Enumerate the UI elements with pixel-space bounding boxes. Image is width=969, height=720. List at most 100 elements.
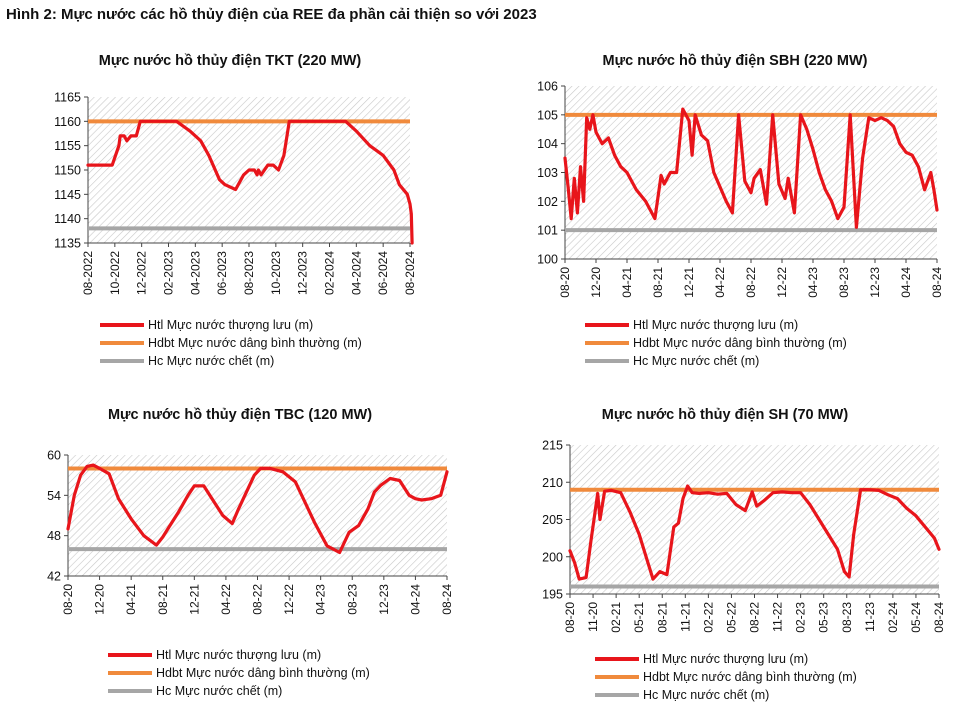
x-tick-label: 04-22 [713, 267, 727, 298]
x-tick-label: 05-23 [817, 602, 831, 633]
y-tick-label: 1145 [54, 188, 81, 202]
x-tick-label: 11-20 [586, 602, 600, 632]
legend-swatch-hdbt [108, 671, 152, 675]
x-tick-label: 08-22 [744, 267, 758, 298]
legend-swatch-hdbt [585, 341, 629, 345]
x-tick-label: 11-21 [678, 602, 692, 632]
plot-area-tbc [68, 455, 447, 576]
x-tick-label: 08-2023 [242, 251, 256, 295]
legend-swatch-hc [108, 689, 152, 693]
y-tick-label: 1155 [54, 139, 81, 153]
legend-swatch-hdbt [100, 341, 144, 345]
x-tick-label: 04-22 [219, 584, 233, 615]
legend-tkt: Htl Mực nước thượng lưu (m) Hdbt Mực nướ… [100, 316, 362, 370]
plot-area-sh [570, 445, 939, 594]
x-tick-label: 12-20 [589, 267, 603, 298]
x-tick-label: 02-21 [609, 602, 623, 633]
legend-label-htl: Htl Mực nước thượng lưu (m) [148, 318, 314, 332]
legend-swatch-hc [595, 693, 639, 697]
y-tick-label: 48 [47, 529, 61, 543]
x-tick-label: 10-2022 [108, 251, 122, 295]
legend-swatch-htl [100, 323, 144, 327]
x-tick-label: 12-23 [377, 584, 391, 615]
x-tick-label: 02-22 [701, 602, 715, 633]
legend-tbc: Htl Mực nước thượng lưu (m) Hdbt Mực nướ… [108, 646, 370, 700]
x-tick-label: 12-23 [868, 267, 882, 298]
x-tick-label: 10-2023 [269, 251, 283, 295]
legend-swatch-htl [585, 323, 629, 327]
x-tick-label: 08-24 [932, 602, 946, 633]
x-tick-label: 04-21 [620, 267, 634, 298]
htl-water-level-line [568, 484, 941, 581]
legend-label-htl: Htl Mực nước thượng lưu (m) [156, 648, 322, 662]
x-tick-label: 08-23 [840, 602, 854, 633]
y-tick-label: 1135 [54, 237, 81, 251]
x-tick-label: 08-23 [345, 584, 359, 615]
x-tick-label: 08-20 [61, 584, 75, 615]
chart-title-tkt: Mực nước hồ thủy điện TKT (220 MW) [98, 53, 362, 69]
x-tick-label: 08-22 [748, 602, 762, 633]
legend-sbh: Htl Mực nước thượng lưu (m) Hdbt Mực nướ… [585, 316, 847, 370]
chart-title-sh: Mực nước hồ thủy điện SH (70 MW) [601, 407, 849, 423]
legend-label-hdbt: Hdbt Mực nước dâng bình thường (m) [148, 336, 362, 350]
y-tick-label: 102 [537, 195, 558, 209]
chart-title-sbh: Mực nước hồ thủy điện SBH (220 MW) [602, 53, 868, 69]
legend-swatch-hc [100, 359, 144, 363]
x-tick-label: 04-2024 [349, 251, 363, 295]
legend-sh: Htl Mực nước thượng lưu (m) Hdbt Mực nướ… [595, 650, 857, 704]
x-tick-label: 05-22 [724, 602, 738, 633]
x-tick-label: 12-21 [187, 584, 201, 615]
x-tick-label: 04-24 [899, 267, 913, 298]
x-tick-label: 06-2024 [376, 251, 390, 295]
x-tick-label: 11-22 [771, 602, 785, 632]
legend-label-hdbt: Hdbt Mực nước dâng bình thường (m) [643, 670, 857, 684]
x-tick-label: 08-21 [156, 584, 170, 615]
plot-area-sbh [565, 86, 937, 259]
y-tick-label: 1160 [54, 115, 81, 129]
x-tick-label: 04-23 [806, 267, 820, 298]
x-tick-label: 08-21 [655, 602, 669, 633]
x-tick-label: 08-20 [558, 267, 572, 298]
x-tick-label: 04-21 [124, 584, 138, 615]
legend-label-hc: Hc Mực nước chết (m) [156, 684, 283, 698]
x-tick-label: 02-23 [794, 602, 808, 633]
htl-water-level-line [86, 119, 414, 245]
legend-swatch-hdbt [595, 675, 639, 679]
x-tick-label: 05-21 [632, 602, 646, 633]
y-tick-label: 200 [542, 550, 563, 564]
figure-title: Hình 2: Mực nước các hồ thủy điện của RE… [6, 6, 537, 23]
y-tick-label: 215 [542, 439, 563, 453]
y-tick-label: 106 [537, 80, 558, 94]
x-tick-label: 12-22 [775, 267, 789, 298]
legend-label-hc: Hc Mực nước chết (m) [633, 354, 760, 368]
x-tick-label: 05-24 [909, 602, 923, 633]
y-tick-label: 60 [47, 449, 61, 463]
y-tick-label: 103 [537, 166, 558, 180]
y-tick-label: 42 [47, 570, 61, 584]
legend-swatch-hc [585, 359, 629, 363]
x-tick-label: 12-21 [682, 267, 696, 298]
x-tick-label: 12-2023 [296, 251, 310, 295]
x-tick-label: 08-20 [563, 602, 577, 633]
x-tick-label: 11-23 [863, 602, 877, 632]
y-tick-label: 205 [542, 513, 563, 527]
x-tick-label: 08-24 [930, 267, 944, 298]
x-tick-label: 12-2022 [135, 251, 149, 295]
x-tick-label: 08-2022 [81, 251, 95, 295]
y-tick-label: 104 [537, 137, 558, 151]
y-tick-label: 195 [542, 588, 563, 602]
legend-label-htl: Htl Mực nước thượng lưu (m) [643, 652, 809, 666]
x-tick-label: 08-23 [837, 267, 851, 298]
x-tick-label: 12-20 [93, 584, 107, 615]
y-tick-label: 1165 [54, 91, 81, 105]
x-tick-label: 08-24 [440, 584, 454, 615]
y-tick-label: 210 [542, 476, 563, 490]
x-tick-label: 02-2024 [323, 251, 337, 295]
y-tick-label: 105 [537, 108, 558, 122]
legend-swatch-htl [108, 653, 152, 657]
x-tick-label: 06-2023 [215, 251, 229, 295]
y-tick-label: 101 [537, 224, 558, 238]
y-tick-label: 100 [537, 253, 558, 267]
legend-label-hdbt: Hdbt Mực nước dâng bình thường (m) [633, 336, 847, 350]
